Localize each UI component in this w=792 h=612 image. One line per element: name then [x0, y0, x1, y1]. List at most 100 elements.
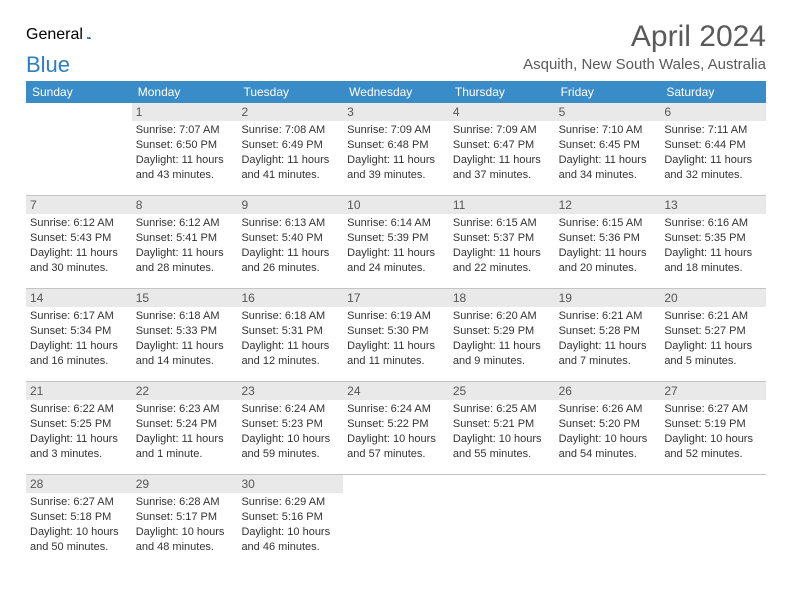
day-info: Sunrise: 6:23 AMSunset: 5:24 PMDaylight:…: [136, 402, 234, 461]
sunset-text: Sunset: 5:28 PM: [559, 324, 657, 339]
day-number: 3: [343, 103, 449, 121]
sunset-text: Sunset: 5:43 PM: [30, 231, 128, 246]
day-cell: 4Sunrise: 7:09 AMSunset: 6:47 PMDaylight…: [449, 103, 555, 195]
sunrise-text: Sunrise: 6:28 AM: [136, 495, 234, 510]
sunrise-text: Sunrise: 7:09 AM: [453, 123, 551, 138]
day-info: Sunrise: 6:27 AMSunset: 5:18 PMDaylight:…: [30, 495, 128, 554]
title-month: April 2024: [523, 20, 766, 54]
daylight-text-1: Daylight: 11 hours: [30, 246, 128, 261]
daylight-text-1: Daylight: 10 hours: [664, 432, 762, 447]
day-number: 15: [132, 289, 238, 307]
day-cell: [26, 103, 132, 195]
daylight-text-2: and 5 minutes.: [664, 354, 762, 369]
day-number: 25: [449, 382, 555, 400]
day-number: 5: [555, 103, 661, 121]
daylight-text-2: and 50 minutes.: [30, 540, 128, 555]
logo-text-general: General: [26, 26, 83, 44]
daylight-text-1: Daylight: 11 hours: [136, 153, 234, 168]
triangle-icon: [87, 26, 92, 40]
sunrise-text: Sunrise: 6:24 AM: [241, 402, 339, 417]
sunset-text: Sunset: 5:17 PM: [136, 510, 234, 525]
day-cell: 30Sunrise: 6:29 AMSunset: 5:16 PMDayligh…: [237, 475, 343, 567]
sunset-text: Sunset: 6:49 PM: [241, 138, 339, 153]
weekday-header: Monday: [132, 85, 238, 99]
day-cell: 28 Sunrise: 6:27 AMSunset: 5:18 PMDayligh…: [26, 475, 132, 567]
daylight-text-1: Daylight: 11 hours: [136, 432, 234, 447]
day-number: 21: [26, 382, 132, 400]
sunrise-text: Sunrise: 6:15 AM: [559, 216, 657, 231]
daylight-text-2: and 52 minutes.: [664, 447, 762, 462]
weekday-header: Wednesday: [343, 85, 449, 99]
daylight-text-2: and 32 minutes.: [664, 168, 762, 183]
daylight-text-1: Daylight: 11 hours: [30, 339, 128, 354]
sunset-text: Sunset: 5:24 PM: [136, 417, 234, 432]
daylight-text-2: and 48 minutes.: [136, 540, 234, 555]
sunset-text: Sunset: 5:34 PM: [30, 324, 128, 339]
daylight-text-1: Daylight: 10 hours: [136, 525, 234, 540]
daylight-text-2: and 59 minutes.: [241, 447, 339, 462]
daylight-text-2: and 11 minutes.: [347, 354, 445, 369]
day-cell: 10Sunrise: 6:14 AMSunset: 5:39 PMDayligh…: [343, 196, 449, 288]
day-number: 26: [555, 382, 661, 400]
daylight-text-2: and 24 minutes.: [347, 261, 445, 276]
sunrise-text: Sunrise: 7:09 AM: [347, 123, 445, 138]
sunset-text: Sunset: 5:18 PM: [30, 510, 128, 525]
sunset-text: Sunset: 5:22 PM: [347, 417, 445, 432]
week-row: 21Sunrise: 6:22 AMSunset: 5:25 PMDayligh…: [26, 382, 766, 475]
daylight-text-1: Daylight: 11 hours: [664, 153, 762, 168]
day-cell: 5 Sunrise: 7:10 AMSunset: 6:45 PMDaylight…: [555, 103, 661, 195]
daylight-text-2: and 20 minutes.: [559, 261, 657, 276]
day-cell: 20Sunrise: 6:21 AMSunset: 5:27 PMDayligh…: [660, 289, 766, 381]
sunrise-text: Sunrise: 6:21 AM: [559, 309, 657, 324]
daylight-text-2: and 9 minutes.: [453, 354, 551, 369]
day-info: Sunrise: 6:17 AMSunset: 5:34 PMDaylight:…: [30, 309, 128, 368]
week-row: 1Sunrise: 7:07 AMSunset: 6:50 PMDaylight…: [26, 103, 766, 196]
sunset-text: Sunset: 5:27 PM: [664, 324, 762, 339]
sunrise-text: Sunrise: 6:18 AM: [136, 309, 234, 324]
day-number: 17: [343, 289, 449, 307]
daylight-text-2: and 37 minutes.: [453, 168, 551, 183]
sunrise-text: Sunrise: 6:27 AM: [664, 402, 762, 417]
day-number: 28: [26, 475, 132, 493]
day-info: Sunrise: 6:12 AMSunset: 5:41 PMDaylight:…: [136, 216, 234, 275]
header: General April 2024 Asquith, New South Wa…: [26, 20, 766, 73]
day-info: Sunrise: 7:10 AMSunset: 6:45 PMDaylight:…: [559, 123, 657, 182]
day-number: 16: [237, 289, 343, 307]
daylight-text-1: Daylight: 11 hours: [136, 339, 234, 354]
daylight-text-1: Daylight: 11 hours: [664, 246, 762, 261]
day-info: Sunrise: 6:21 AMSunset: 5:28 PMDaylight:…: [559, 309, 657, 368]
day-number: 22: [132, 382, 238, 400]
day-cell: 19Sunrise: 6:21 AMSunset: 5:28 PMDayligh…: [555, 289, 661, 381]
sunset-text: Sunset: 5:31 PM: [241, 324, 339, 339]
day-cell: 18Sunrise: 6:20 AMSunset: 5:29 PMDayligh…: [449, 289, 555, 381]
sunrise-text: Sunrise: 6:16 AM: [664, 216, 762, 231]
day-cell: 27Sunrise: 6:27 AMSunset: 5:19 PMDayligh…: [660, 382, 766, 474]
sunset-text: Sunset: 5:20 PM: [559, 417, 657, 432]
sunset-text: Sunset: 5:36 PM: [559, 231, 657, 246]
daylight-text-2: and 18 minutes.: [664, 261, 762, 276]
day-number: 10: [343, 196, 449, 214]
day-info: Sunrise: 7:07 AMSunset: 6:50 PMDaylight:…: [136, 123, 234, 182]
daylight-text-1: Daylight: 10 hours: [559, 432, 657, 447]
sunrise-text: Sunrise: 6:22 AM: [30, 402, 128, 417]
day-number: 12: [555, 196, 661, 214]
daylight-text-1: Daylight: 11 hours: [347, 246, 445, 261]
daylight-text-2: and 43 minutes.: [136, 168, 234, 183]
day-cell: 8 Sunrise: 6:12 AMSunset: 5:41 PMDaylight…: [132, 196, 238, 288]
day-info: Sunrise: 6:24 AMSunset: 5:23 PMDaylight:…: [241, 402, 339, 461]
daylight-text-2: and 12 minutes.: [241, 354, 339, 369]
day-number: 8: [132, 196, 238, 214]
daylight-text-1: Daylight: 11 hours: [664, 339, 762, 354]
sunrise-text: Sunrise: 6:23 AM: [136, 402, 234, 417]
day-cell: 21Sunrise: 6:22 AMSunset: 5:25 PMDayligh…: [26, 382, 132, 474]
day-info: Sunrise: 6:16 AMSunset: 5:35 PMDaylight:…: [664, 216, 762, 275]
daylight-text-2: and 22 minutes.: [453, 261, 551, 276]
sunset-text: Sunset: 5:29 PM: [453, 324, 551, 339]
sunset-text: Sunset: 5:37 PM: [453, 231, 551, 246]
day-cell: [555, 475, 661, 567]
day-number: 9: [237, 196, 343, 214]
day-info: Sunrise: 6:12 AMSunset: 5:43 PMDaylight:…: [30, 216, 128, 275]
daylight-text-1: Daylight: 10 hours: [30, 525, 128, 540]
day-number: 13: [660, 196, 766, 214]
sunset-text: Sunset: 6:48 PM: [347, 138, 445, 153]
